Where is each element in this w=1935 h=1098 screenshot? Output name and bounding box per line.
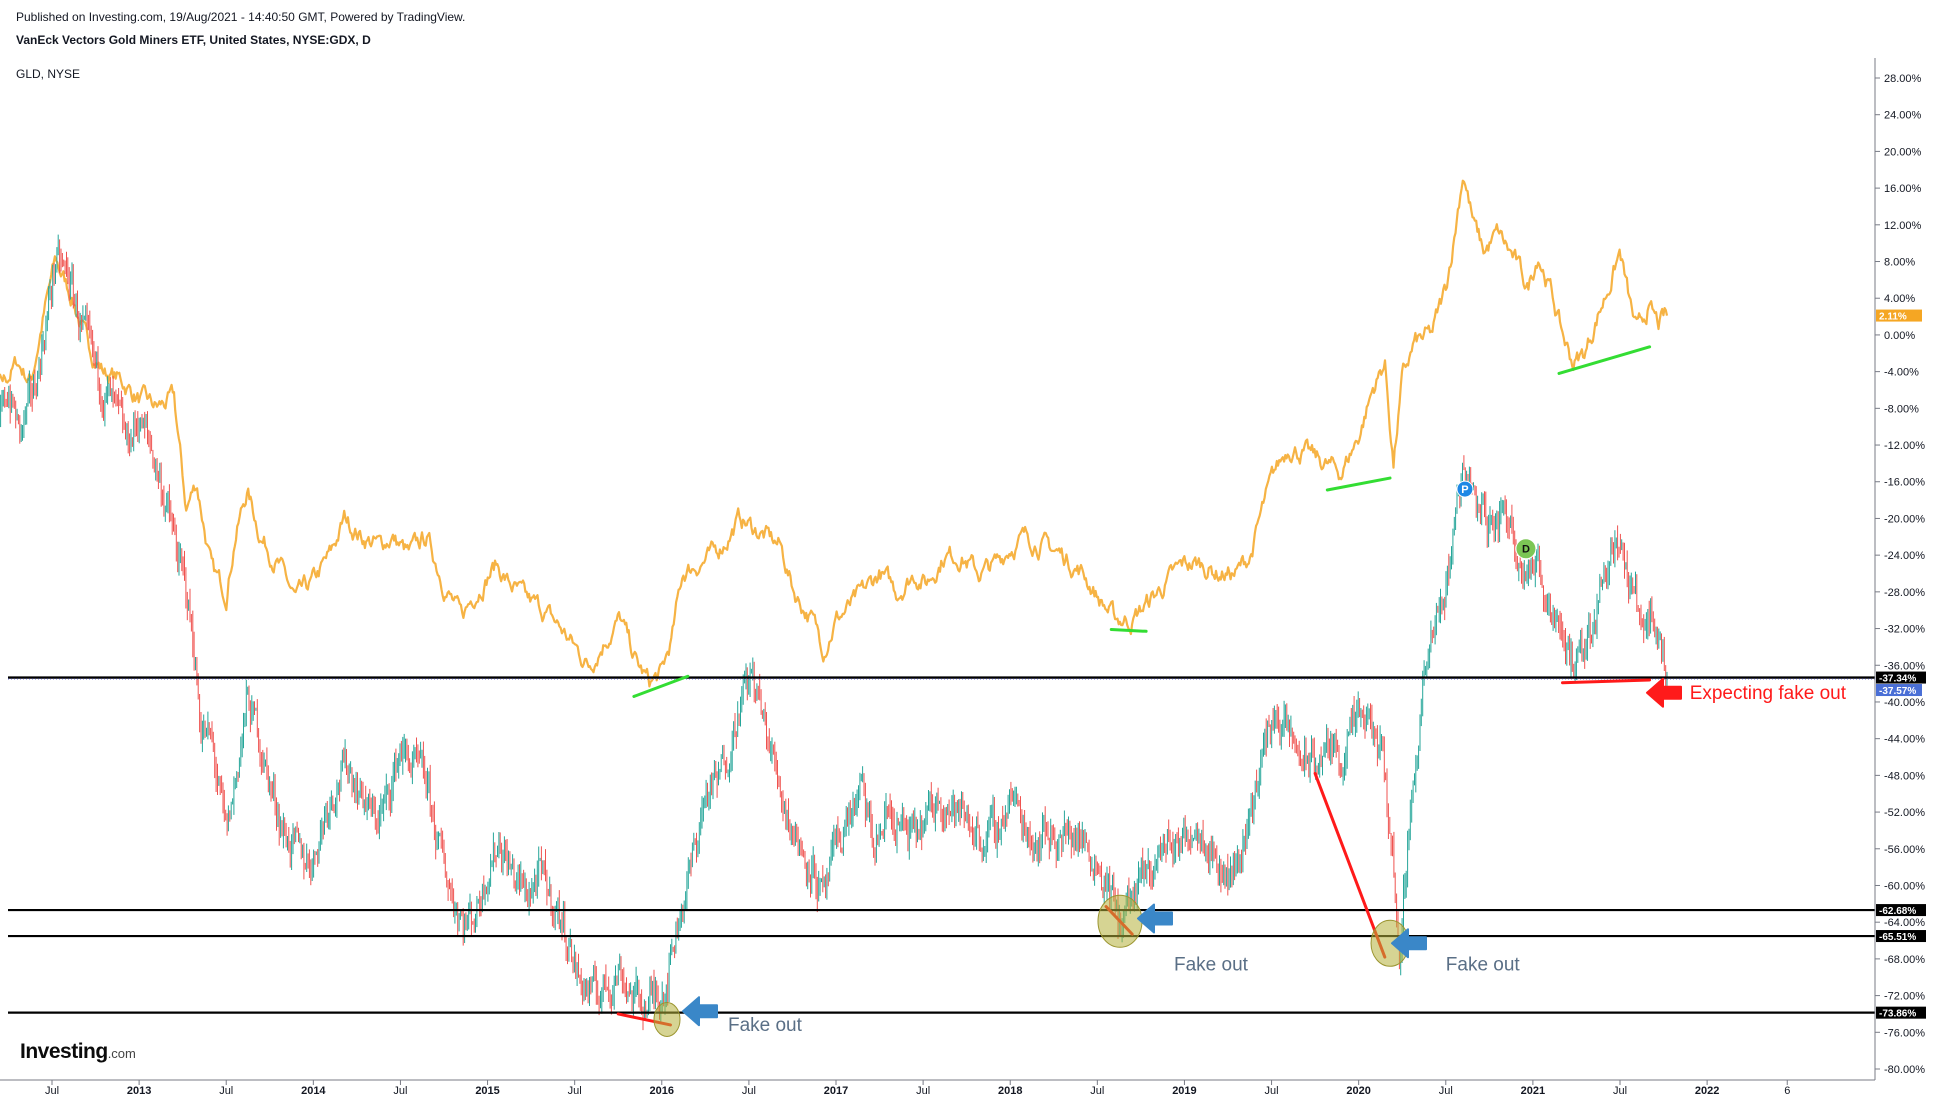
support-label-box bbox=[1876, 671, 1926, 684]
y-tick-label: -28.00% bbox=[1884, 587, 1925, 599]
x-tick-label: 6 bbox=[1784, 1085, 1790, 1097]
x-tick-label: 2013 bbox=[127, 1085, 151, 1097]
y-tick-label: -64.00% bbox=[1884, 917, 1925, 929]
x-tick-label: 2020 bbox=[1346, 1085, 1370, 1097]
last-value-label: 2.11% bbox=[1879, 312, 1907, 323]
trendline-green bbox=[1325, 476, 1392, 492]
investing-logo[interactable]: Investing.com bbox=[20, 1040, 136, 1064]
expecting-fake-out-arrow-icon bbox=[1646, 677, 1682, 708]
support-label-box bbox=[1876, 1006, 1926, 1019]
support-label-box bbox=[1876, 904, 1926, 917]
y-tick-label: -56.00% bbox=[1884, 844, 1925, 856]
y-tick-label: -12.00% bbox=[1884, 440, 1925, 452]
last-value-box bbox=[1876, 309, 1922, 322]
highlight-circle bbox=[1097, 894, 1143, 948]
event-marker bbox=[1456, 480, 1474, 498]
compare-symbol-label: GLD, NYSE bbox=[16, 67, 81, 81]
x-tick-label: 2015 bbox=[475, 1085, 499, 1097]
x-tick-label: 2017 bbox=[824, 1085, 848, 1097]
chart-overlays: -37.34% -62.68% -65.51% -73.86% 2.11% -37.57%… bbox=[8, 309, 1926, 1037]
highlight-circle bbox=[653, 1001, 681, 1037]
y-tick-label: -8.00% bbox=[1884, 403, 1919, 415]
logo-brand: Investing bbox=[20, 1040, 108, 1063]
y-tick-label: 4.00% bbox=[1884, 293, 1915, 305]
y-tick-label: 12.00% bbox=[1884, 220, 1922, 232]
y-tick-label: -72.00% bbox=[1884, 991, 1925, 1003]
published-line: Published on Investing.com, 19/Aug/2021 … bbox=[16, 10, 466, 24]
event-marker-label: D bbox=[1522, 544, 1530, 556]
y-tick-label: -16.00% bbox=[1884, 477, 1925, 489]
event-marker-label: P bbox=[1461, 484, 1468, 496]
instrument-title: VanEck Vectors Gold Miners ETF, United S… bbox=[16, 33, 371, 47]
trendline-green bbox=[1557, 345, 1652, 375]
x-tick-label: Jul bbox=[568, 1085, 582, 1097]
chart-axes: 28.00% 24.00% 20.00% 16.00% 12.00% 8.00% 4.00%… bbox=[0, 58, 1925, 1097]
y-tick-label: -48.00% bbox=[1884, 770, 1925, 782]
support-label: -62.68% bbox=[1879, 906, 1916, 917]
x-tick-label: 2014 bbox=[301, 1085, 326, 1097]
fake-out-annotation: Fake out bbox=[1446, 954, 1521, 975]
x-tick-label: 2019 bbox=[1172, 1085, 1196, 1097]
y-tick-label: -60.00% bbox=[1884, 880, 1925, 892]
logo-suffix: .com bbox=[107, 1046, 136, 1061]
support-label-box bbox=[1876, 930, 1926, 943]
trendline-green bbox=[1109, 627, 1148, 633]
x-tick-label: Jul bbox=[1090, 1085, 1104, 1097]
x-tick-label: Jul bbox=[1265, 1085, 1279, 1097]
y-tick-label: -40.00% bbox=[1884, 697, 1925, 709]
support-label: -65.51% bbox=[1879, 932, 1916, 943]
trendline-red bbox=[1561, 678, 1652, 685]
y-tick-label: -44.00% bbox=[1884, 734, 1925, 746]
x-tick-label: 2016 bbox=[650, 1085, 674, 1097]
gld-series-line bbox=[0, 179, 1669, 688]
fake-out-annotation: Fake out bbox=[1174, 954, 1249, 975]
y-tick-label: 28.00% bbox=[1884, 73, 1922, 85]
fake-out-arrow-icon bbox=[682, 996, 718, 1027]
last-value-label: -37.57% bbox=[1879, 686, 1916, 697]
trendline-red bbox=[1313, 772, 1387, 959]
trendline-green bbox=[632, 674, 690, 698]
y-tick-label: 20.00% bbox=[1884, 146, 1922, 158]
support-label: -73.86% bbox=[1879, 1009, 1916, 1020]
y-tick-label: -24.00% bbox=[1884, 550, 1925, 562]
x-tick-label: Jul bbox=[916, 1085, 930, 1097]
y-tick-label: -80.00% bbox=[1884, 1064, 1925, 1076]
y-tick-label: -20.00% bbox=[1884, 513, 1925, 525]
chart-series bbox=[0, 179, 1669, 1031]
y-tick-label: 8.00% bbox=[1884, 257, 1915, 269]
expecting-fake-out-annotation: Expecting fake out bbox=[1690, 683, 1847, 704]
x-tick-label: 2021 bbox=[1521, 1085, 1545, 1097]
x-tick-label: Jul bbox=[1439, 1085, 1453, 1097]
fake-out-annotation: Fake out bbox=[728, 1015, 803, 1036]
y-tick-label: -32.00% bbox=[1884, 624, 1925, 636]
fake-out-arrow-icon bbox=[1391, 928, 1427, 959]
y-tick-label: -4.00% bbox=[1884, 367, 1919, 379]
x-tick-label: Jul bbox=[742, 1085, 756, 1097]
x-tick-label: Jul bbox=[45, 1085, 59, 1097]
y-tick-label: 16.00% bbox=[1884, 183, 1922, 195]
y-tick-label: 24.00% bbox=[1884, 110, 1922, 122]
y-tick-label: -68.00% bbox=[1884, 954, 1925, 966]
y-tick-label: 0.00% bbox=[1884, 330, 1915, 342]
event-marker bbox=[1515, 538, 1537, 560]
y-tick-label: -52.00% bbox=[1884, 807, 1925, 819]
last-value-box bbox=[1876, 684, 1922, 697]
fake-out-arrow-icon bbox=[1137, 903, 1173, 934]
x-tick-label: Jul bbox=[1613, 1085, 1627, 1097]
x-tick-label: Jul bbox=[219, 1085, 233, 1097]
x-tick-label: 2018 bbox=[998, 1085, 1022, 1097]
y-tick-label: -76.00% bbox=[1884, 1027, 1925, 1039]
x-tick-label: 2022 bbox=[1695, 1085, 1719, 1097]
x-tick-label: Jul bbox=[393, 1085, 407, 1097]
support-label: -37.34% bbox=[1879, 674, 1916, 685]
y-tick-label: -36.00% bbox=[1884, 660, 1925, 672]
